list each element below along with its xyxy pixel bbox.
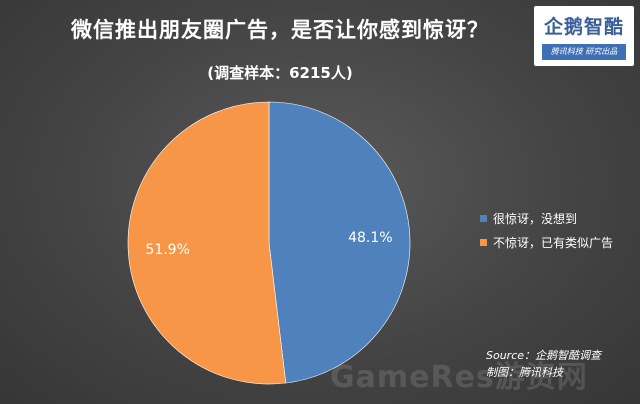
slice-data-label: 48.1% <box>348 230 392 246</box>
slice-data-label: 51.9% <box>145 242 189 258</box>
source-note: Source：企鹅智酷调查 制图：腾讯科技 <box>486 347 601 381</box>
chart-title: 微信推出朋友圈广告，是否让你感到惊讶？ <box>71 18 489 42</box>
legend-label: 很惊讶，没想到 <box>493 211 578 226</box>
chart-legend: 很惊讶，没想到 不惊讶，已有类似广告 <box>480 206 613 254</box>
chart-subtitle: (调查样本：6215人) <box>207 64 353 82</box>
pie-slice <box>127 101 287 385</box>
watermark: GameRes游资网 <box>330 360 588 395</box>
pie-slice <box>268 101 411 384</box>
legend-swatch <box>480 214 487 222</box>
legend-item: 很惊讶，没想到 <box>480 206 613 230</box>
credit-line: 制图：腾讯科技 <box>486 366 563 379</box>
brand-logo: 企鹅智酷 腾讯科技 研究出品 <box>534 6 634 66</box>
legend-item: 不惊讶，已有类似广告 <box>480 230 613 254</box>
legend-swatch <box>480 238 487 246</box>
legend-label: 不惊讶，已有类似广告 <box>493 235 614 250</box>
pie-slices: 48.1% 51.9% <box>127 101 411 385</box>
logo-tagline: 腾讯科技 研究出品 <box>542 44 626 60</box>
source-line: Source：企鹅智酷调查 <box>486 349 602 362</box>
logo-name: 企鹅智酷 <box>543 16 624 38</box>
